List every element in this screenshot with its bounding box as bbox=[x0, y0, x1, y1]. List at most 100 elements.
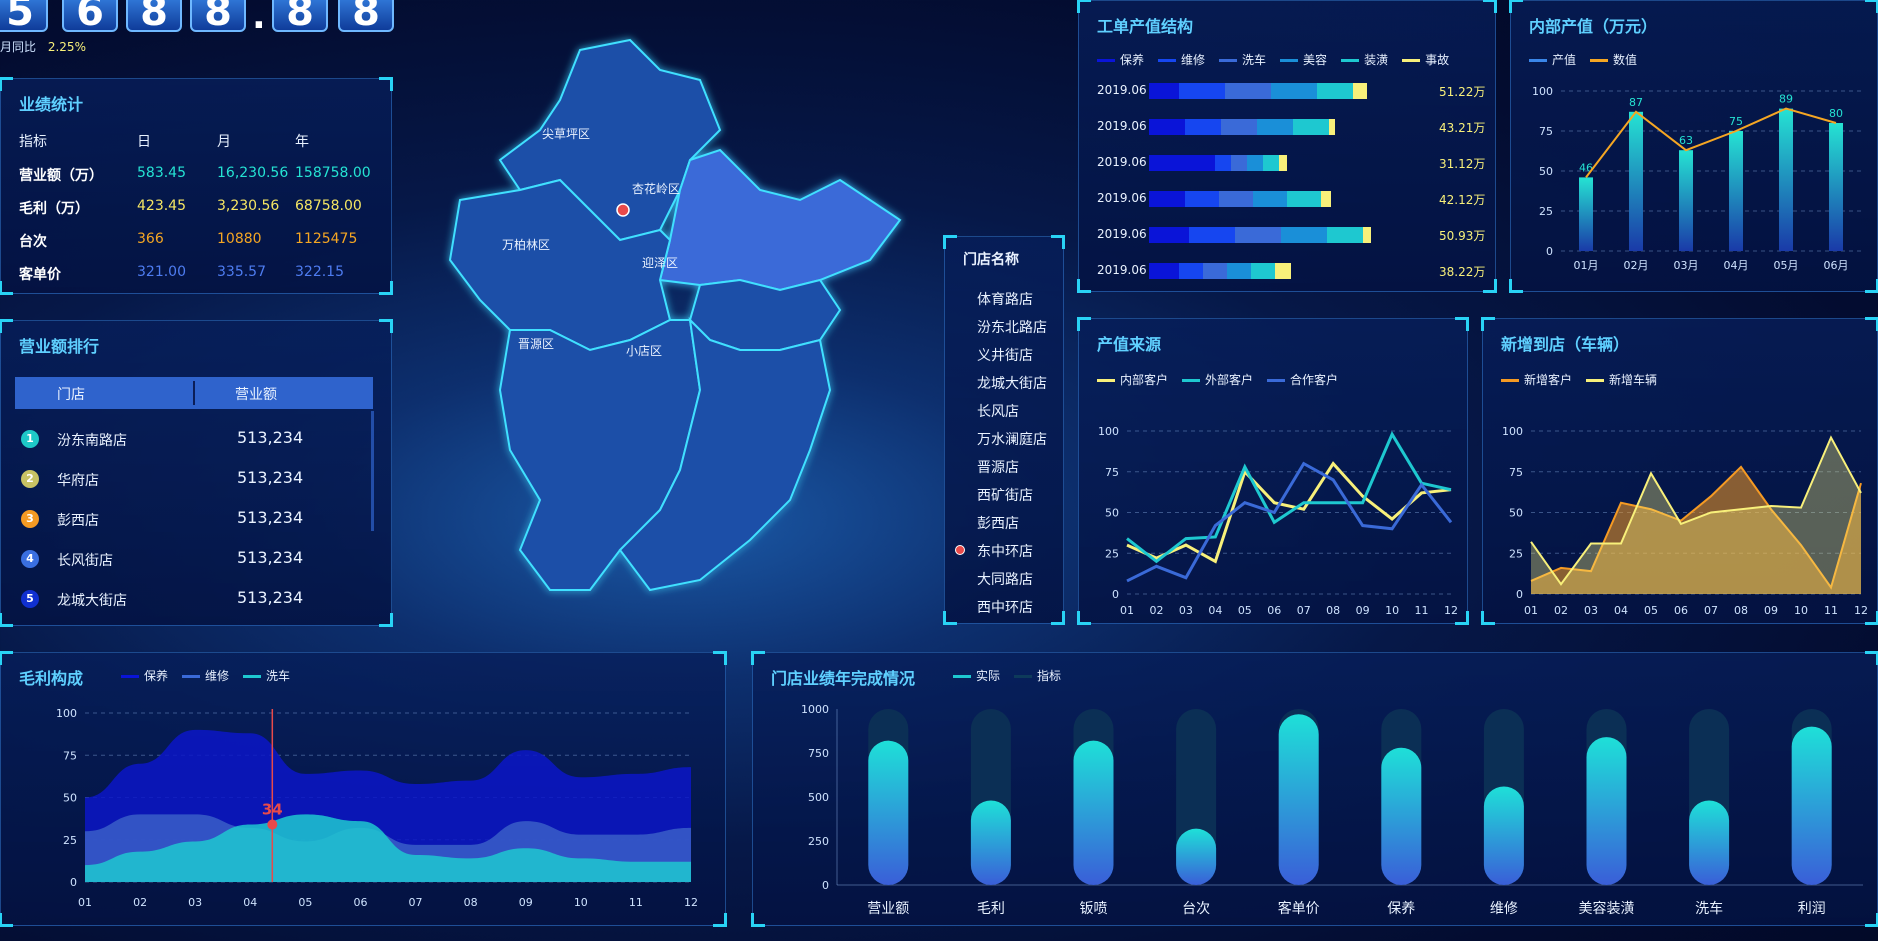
legend-item[interactable]: 内部客户 bbox=[1097, 371, 1168, 388]
legend-item[interactable]: 保养 bbox=[1097, 51, 1144, 68]
store-item[interactable]: 龙城大街店 bbox=[945, 371, 1063, 395]
stacked-bar-segment[interactable] bbox=[1327, 227, 1363, 243]
stacked-bar-segment[interactable] bbox=[1321, 191, 1331, 207]
legend-item[interactable]: 实际 bbox=[953, 667, 1000, 684]
stacked-bar-segment[interactable] bbox=[1149, 227, 1189, 243]
actual-bar[interactable] bbox=[1278, 714, 1319, 885]
rank-row[interactable]: 4 长风街店 513,234 bbox=[21, 546, 361, 574]
store-item[interactable]: 大同路店 bbox=[945, 567, 1063, 591]
stacked-bar-segment[interactable] bbox=[1149, 83, 1179, 99]
series-line[interactable] bbox=[1126, 461, 1453, 583]
crosshair-point[interactable] bbox=[267, 819, 278, 830]
rank-row[interactable]: 5 龙城大街店 513,234 bbox=[21, 586, 361, 614]
actual-bar[interactable] bbox=[1586, 737, 1627, 885]
rank-row[interactable]: 2 华府店 513,234 bbox=[21, 466, 361, 494]
value-bar[interactable] bbox=[1729, 131, 1743, 251]
region-wanbailin[interactable] bbox=[448, 178, 672, 352]
legend-item[interactable]: 事故 bbox=[1402, 51, 1449, 68]
series-area[interactable] bbox=[85, 814, 691, 882]
stacked-bar-segment[interactable] bbox=[1149, 155, 1215, 171]
store-item[interactable]: 体育路店 bbox=[945, 287, 1063, 311]
actual-bar[interactable] bbox=[970, 800, 1011, 885]
stacked-bar-segment[interactable] bbox=[1271, 83, 1317, 99]
value-bar[interactable] bbox=[1679, 150, 1693, 251]
stacked-bar-segment[interactable] bbox=[1317, 83, 1353, 99]
store-item[interactable]: 东中环店 bbox=[945, 539, 1063, 563]
stacked-bar-segment[interactable] bbox=[1203, 263, 1227, 279]
stacked-bar-segment[interactable] bbox=[1247, 155, 1263, 171]
region-xiaodian[interactable] bbox=[618, 317, 832, 592]
stacked-bar-segment[interactable] bbox=[1179, 83, 1225, 99]
stacked-bar-segment[interactable] bbox=[1189, 227, 1235, 243]
actual-bar[interactable] bbox=[1791, 726, 1832, 885]
legend-item[interactable]: 指标 bbox=[1014, 667, 1061, 684]
series-line[interactable] bbox=[1126, 461, 1452, 564]
legend-item[interactable]: 产值 bbox=[1529, 51, 1576, 68]
stacked-bar-segment[interactable] bbox=[1253, 191, 1287, 207]
store-item[interactable]: 西中环店 bbox=[945, 595, 1063, 619]
stacked-bar-segment[interactable] bbox=[1221, 119, 1257, 135]
series-line[interactable] bbox=[1530, 465, 1862, 590]
actual-bar[interactable] bbox=[1381, 747, 1422, 885]
stacked-bar-segment[interactable] bbox=[1329, 119, 1335, 135]
store-item[interactable]: 汾东北路店 bbox=[945, 315, 1063, 339]
value-bar[interactable] bbox=[1829, 123, 1843, 251]
stacked-bar-segment[interactable] bbox=[1235, 227, 1281, 243]
stacked-bar-segment[interactable] bbox=[1179, 263, 1203, 279]
actual-bar[interactable] bbox=[1483, 786, 1524, 885]
stacked-bar-segment[interactable] bbox=[1251, 263, 1275, 279]
stacked-bar-segment[interactable] bbox=[1231, 155, 1247, 171]
stacked-bar-segment[interactable] bbox=[1149, 191, 1185, 207]
store-item[interactable]: 长风店 bbox=[945, 399, 1063, 423]
stacked-bar-segment[interactable] bbox=[1219, 191, 1253, 207]
value-bar[interactable] bbox=[1779, 108, 1793, 251]
stacked-bar-segment[interactable] bbox=[1275, 263, 1291, 279]
stacked-bar-segment[interactable] bbox=[1215, 155, 1231, 171]
series-line[interactable] bbox=[1530, 435, 1862, 586]
legend-item[interactable]: 装潢 bbox=[1341, 51, 1388, 68]
stacked-bar-segment[interactable] bbox=[1293, 119, 1329, 135]
stacked-bar-segment[interactable] bbox=[1149, 119, 1185, 135]
legend-item[interactable]: 维修 bbox=[1158, 51, 1205, 68]
stacked-bar-segment[interactable] bbox=[1257, 119, 1293, 135]
region-xinghualing[interactable] bbox=[658, 148, 902, 292]
stacked-bar-segment[interactable] bbox=[1279, 155, 1287, 171]
stacked-bar-segment[interactable] bbox=[1149, 263, 1179, 279]
stacked-bar-segment[interactable] bbox=[1227, 263, 1251, 279]
legend-item[interactable]: 新增车辆 bbox=[1586, 371, 1657, 388]
legend-item[interactable]: 数值 bbox=[1590, 51, 1637, 68]
store-item[interactable]: 彭西店 bbox=[945, 511, 1063, 535]
region-yingze[interactable] bbox=[688, 278, 842, 351]
value-bar[interactable] bbox=[1629, 111, 1643, 251]
legend-item[interactable]: 洗车 bbox=[243, 667, 290, 684]
stacked-bar-segment[interactable] bbox=[1281, 227, 1327, 243]
store-item[interactable]: 西矿街店 bbox=[945, 483, 1063, 507]
store-item[interactable]: 万水澜庭店 bbox=[945, 427, 1063, 451]
legend-item[interactable]: 外部客户 bbox=[1182, 371, 1253, 388]
actual-bar[interactable] bbox=[1689, 800, 1730, 885]
stacked-bar-segment[interactable] bbox=[1353, 83, 1367, 99]
actual-bar[interactable] bbox=[868, 740, 909, 885]
stacked-bar-segment[interactable] bbox=[1185, 119, 1221, 135]
rank-row[interactable]: 1 汾东南路店 513,234 bbox=[21, 426, 361, 454]
store-item[interactable]: 晋源店 bbox=[945, 455, 1063, 479]
legend-item[interactable]: 维修 bbox=[182, 667, 229, 684]
actual-bar[interactable] bbox=[1073, 740, 1114, 885]
stacked-bar-segment[interactable] bbox=[1263, 155, 1279, 171]
legend-item[interactable]: 合作客户 bbox=[1267, 371, 1338, 388]
value-bar[interactable] bbox=[1579, 177, 1593, 251]
stacked-bar-segment[interactable] bbox=[1225, 83, 1271, 99]
legend-item[interactable]: 保养 bbox=[121, 667, 168, 684]
rank-row[interactable]: 3 彭西店 513,234 bbox=[21, 506, 361, 534]
legend-item[interactable]: 洗车 bbox=[1219, 51, 1266, 68]
stacked-bar-segment[interactable] bbox=[1363, 227, 1371, 243]
stacked-bar-segment[interactable] bbox=[1185, 191, 1219, 207]
legend-item[interactable]: 美容 bbox=[1280, 51, 1327, 68]
actual-bar[interactable] bbox=[1176, 828, 1217, 885]
legend-item[interactable]: 新增客户 bbox=[1501, 371, 1572, 388]
series-line[interactable] bbox=[1126, 430, 1452, 564]
store-item[interactable]: 义井街店 bbox=[945, 343, 1063, 367]
stacked-bar-segment[interactable] bbox=[1287, 191, 1321, 207]
location-marker[interactable] bbox=[616, 203, 630, 217]
value-line[interactable] bbox=[1585, 107, 1837, 179]
